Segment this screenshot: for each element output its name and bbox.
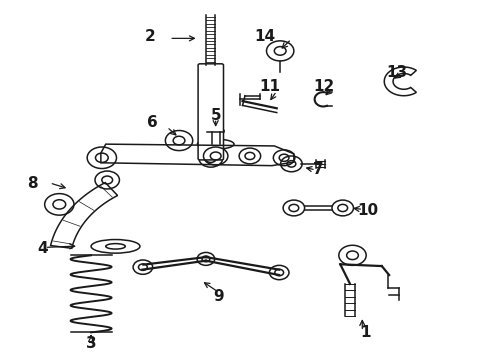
Text: 6: 6 <box>147 115 158 130</box>
Text: 10: 10 <box>357 203 378 218</box>
Text: 2: 2 <box>145 29 156 44</box>
Text: 3: 3 <box>86 336 97 351</box>
Text: 7: 7 <box>314 162 324 177</box>
Text: 14: 14 <box>254 29 275 44</box>
Text: 9: 9 <box>213 289 223 304</box>
Text: 8: 8 <box>27 176 38 191</box>
Text: 13: 13 <box>387 65 408 80</box>
Text: 11: 11 <box>260 79 281 94</box>
Text: 12: 12 <box>314 79 335 94</box>
Text: 1: 1 <box>360 325 370 340</box>
Text: 4: 4 <box>37 240 48 256</box>
Text: 5: 5 <box>210 108 221 123</box>
FancyBboxPatch shape <box>198 64 223 160</box>
